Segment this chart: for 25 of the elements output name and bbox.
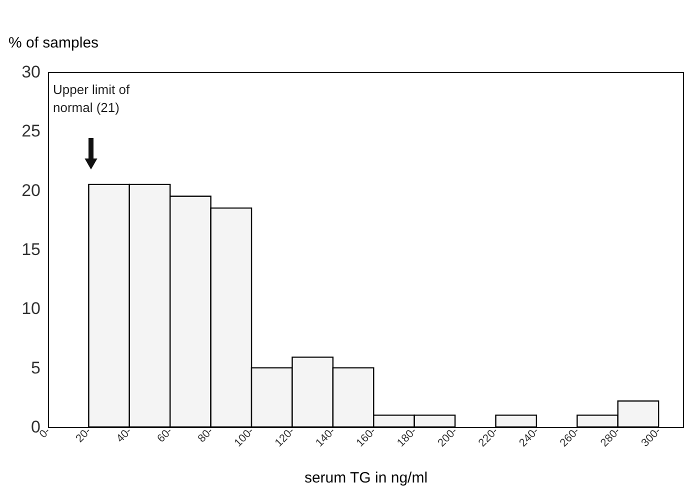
x-tick-label: 100- — [232, 425, 256, 450]
x-axis-title: serum TG in ng/ml — [304, 470, 428, 487]
x-tick-label: 80- — [196, 425, 216, 445]
x-tick-label: 40- — [114, 425, 134, 445]
x-tick-label: 140- — [314, 425, 338, 450]
x-tick-label: 260- — [558, 425, 582, 450]
x-tick-label: 240- — [517, 425, 542, 450]
x-tick-label: 160- — [354, 425, 379, 450]
y-tick-label: 25 — [22, 122, 40, 141]
annotation: Upper limit of normal (21) — [53, 82, 130, 115]
y-tick-label: 20 — [22, 180, 40, 200]
x-tick-label: 200- — [436, 425, 460, 450]
y-axis-title: % of samples — [8, 34, 99, 52]
x-tick-label: 280- — [598, 425, 623, 450]
x-tick-label: 180- — [395, 425, 420, 450]
x-tick-label: 120- — [272, 425, 298, 450]
y-tick-label: 10 — [22, 299, 40, 318]
y-tick-label: 15 — [22, 240, 40, 259]
y-tick-label: 5 — [31, 358, 40, 378]
x-tick-label: 60- — [155, 425, 176, 445]
y-tick-label: 0 — [31, 418, 40, 436]
x-tick-label: 20- — [74, 425, 94, 445]
x-tick-label: 300- — [639, 425, 664, 450]
y-tick-label: 30 — [22, 62, 40, 82]
x-tick-label: 220- — [476, 425, 501, 450]
